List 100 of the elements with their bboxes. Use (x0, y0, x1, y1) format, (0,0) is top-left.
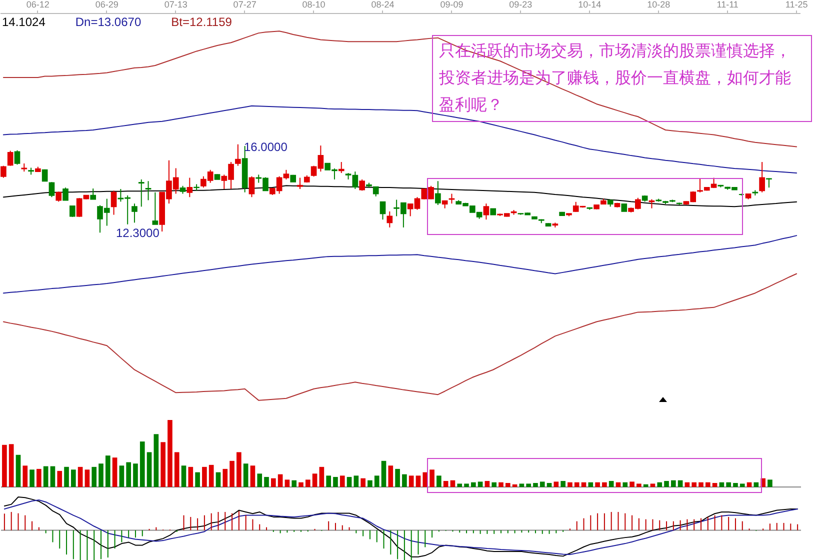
x-tick-label: 10-14 (578, 0, 602, 10)
bar (602, 482, 607, 487)
bar (98, 464, 104, 487)
bar (133, 464, 138, 487)
bar (478, 482, 483, 487)
bar (546, 482, 552, 487)
bar (678, 480, 683, 487)
bar (208, 464, 214, 487)
candlestick (297, 177, 303, 190)
bar (430, 470, 434, 487)
x-tick-label: 07-13 (164, 0, 188, 10)
bar (540, 482, 545, 487)
bar (57, 470, 62, 487)
bar (712, 482, 718, 487)
annotation: 14.1024 (2, 15, 46, 29)
candlestick (14, 150, 20, 166)
bar (698, 482, 704, 487)
annotation: 12.3000 (116, 226, 160, 240)
annotation: Dn=13.0670 (75, 15, 142, 29)
bar (105, 456, 110, 487)
bar (492, 482, 497, 487)
bar (195, 472, 200, 487)
bar (326, 476, 331, 487)
bar (22, 466, 28, 487)
bar (354, 476, 359, 487)
bar (43, 466, 48, 487)
x-tick-label: 08-10 (302, 0, 326, 10)
bar (457, 484, 462, 487)
candlestick (48, 182, 55, 198)
bar (505, 482, 510, 487)
candlestick (386, 210, 393, 228)
bar (416, 476, 421, 487)
bar (319, 466, 324, 487)
bar (222, 468, 228, 487)
x-tick-label: 09-23 (509, 0, 532, 10)
bar (84, 470, 90, 487)
bar (243, 464, 248, 487)
bar (381, 460, 386, 487)
x-tick-label: 07-27 (233, 0, 256, 10)
candlestick (0, 165, 6, 178)
bar (298, 482, 304, 487)
bar (8, 444, 14, 487)
candlestick (152, 192, 158, 225)
candlestick (62, 187, 68, 201)
bar (554, 482, 559, 487)
bar (64, 466, 69, 487)
bar (636, 484, 642, 487)
bar (236, 452, 242, 487)
bar (395, 468, 400, 487)
bar (408, 476, 414, 487)
bar (346, 476, 352, 487)
candlestick (372, 186, 379, 197)
bar (333, 476, 338, 487)
bar (374, 476, 380, 487)
bar (464, 484, 469, 487)
bar (726, 482, 731, 487)
bar (174, 452, 180, 487)
bar (388, 466, 394, 487)
bar (519, 484, 524, 487)
bar (622, 482, 628, 487)
bar (78, 466, 83, 487)
candlestick (7, 150, 14, 166)
bar (692, 482, 697, 487)
bar (160, 442, 166, 487)
candlestick (483, 203, 490, 220)
bar (402, 474, 407, 487)
bar (278, 474, 283, 487)
bar (257, 474, 262, 487)
x-tick-label: 11-25 (785, 0, 808, 10)
bar (733, 482, 738, 487)
x-tick-label: 08-24 (371, 0, 394, 10)
candlestick (380, 201, 386, 220)
x-tick-label: 09-09 (440, 0, 464, 10)
bar (181, 466, 186, 487)
candlestick (56, 191, 62, 202)
bar (305, 480, 310, 487)
bar (312, 474, 318, 487)
bar (630, 482, 634, 487)
bar (574, 482, 580, 487)
bar (595, 482, 600, 487)
bar (450, 480, 456, 487)
bar (16, 454, 21, 487)
candlestick (359, 178, 365, 192)
bar (154, 434, 159, 487)
bar (768, 480, 772, 487)
bar (526, 484, 531, 487)
bar (657, 482, 662, 487)
candlestick (145, 180, 152, 201)
bar (271, 478, 276, 487)
bar (92, 466, 97, 487)
bar (533, 482, 538, 487)
bar (664, 480, 669, 487)
bar (368, 480, 372, 487)
x-tick-label: 11-11 (716, 0, 738, 10)
bar (740, 484, 745, 487)
bar (264, 476, 269, 487)
candlestick (186, 177, 193, 198)
candlestick (138, 178, 144, 208)
bar (112, 458, 118, 487)
bar (340, 476, 345, 487)
